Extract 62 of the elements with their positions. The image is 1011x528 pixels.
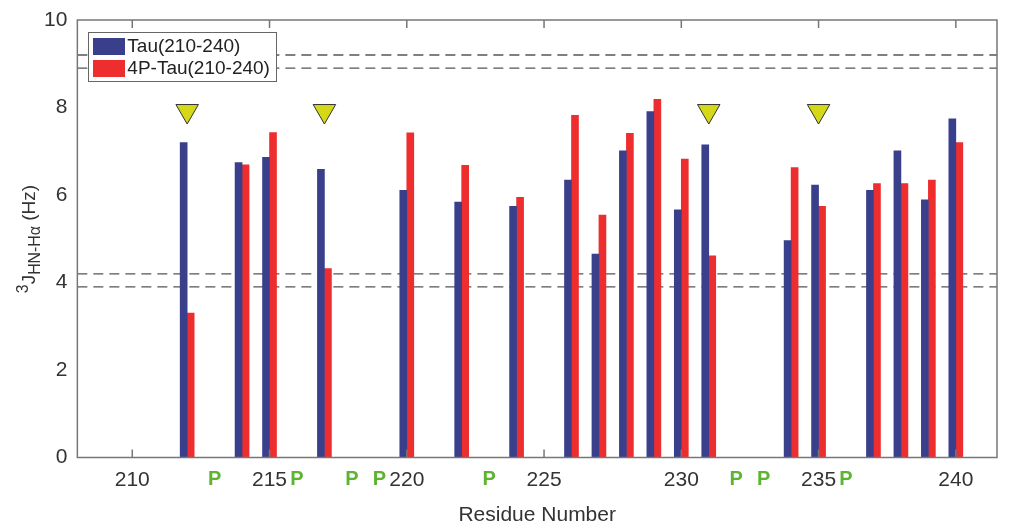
x-tick-label: 225 <box>526 467 562 490</box>
bar <box>516 196 524 458</box>
bar <box>673 209 682 458</box>
x-tick-label: 215 <box>252 467 288 490</box>
y-tick-label: 0 <box>55 444 68 468</box>
x-tick-label: P <box>756 467 771 490</box>
bar <box>598 214 607 458</box>
y-tick-label: 6 <box>55 181 68 205</box>
x-tick-label: 210 <box>114 467 150 490</box>
bar <box>928 179 936 458</box>
bar <box>591 253 600 458</box>
bar <box>653 98 662 458</box>
bar <box>818 206 826 458</box>
bar <box>790 167 799 458</box>
bar <box>399 189 408 458</box>
bar <box>241 164 250 458</box>
bar <box>509 206 517 458</box>
x-tick-label: P <box>839 467 853 490</box>
y-tick-label: 4 <box>55 269 68 293</box>
bar <box>783 240 792 458</box>
bar <box>873 183 881 458</box>
bar <box>708 255 717 458</box>
bar <box>619 150 627 458</box>
bar <box>571 115 579 458</box>
bar <box>811 184 819 458</box>
x-axis-title: Residue Number <box>458 502 616 526</box>
x-tick-label: 220 <box>389 467 425 490</box>
bar <box>262 157 270 458</box>
x-tick-label: P <box>345 467 359 490</box>
x-tick-label: P <box>207 467 222 490</box>
bar <box>179 142 188 458</box>
y-tick-label: 10 <box>44 6 68 30</box>
x-tick-label: P <box>290 467 304 490</box>
x-tick-label: P <box>482 467 496 490</box>
bar <box>454 201 463 458</box>
legend-label: 4P-Tau(210-240) <box>127 57 270 79</box>
bar <box>701 144 710 458</box>
y-tick-label: 8 <box>55 94 68 118</box>
bar <box>626 133 634 458</box>
bar <box>234 162 243 458</box>
y-tick-label: 2 <box>55 356 68 380</box>
bar <box>406 132 415 458</box>
bar <box>324 268 332 458</box>
bar <box>269 132 277 458</box>
bar <box>317 168 325 458</box>
bar <box>955 142 964 458</box>
x-tick-label: 230 <box>663 467 699 490</box>
bar <box>900 183 909 458</box>
bar <box>893 150 902 458</box>
x-tick-label: 235 <box>801 467 837 490</box>
bar <box>866 189 874 458</box>
bar <box>461 164 470 458</box>
bar <box>948 118 957 458</box>
bar <box>564 179 572 458</box>
bar <box>680 158 689 458</box>
bar <box>646 111 655 458</box>
bar <box>186 312 195 458</box>
legend-label: Tau(210-240) <box>127 35 241 57</box>
x-tick-label: P <box>729 467 743 490</box>
x-tick-label: 240 <box>938 467 974 490</box>
x-tick-label: P <box>372 467 386 490</box>
bar <box>921 199 929 458</box>
